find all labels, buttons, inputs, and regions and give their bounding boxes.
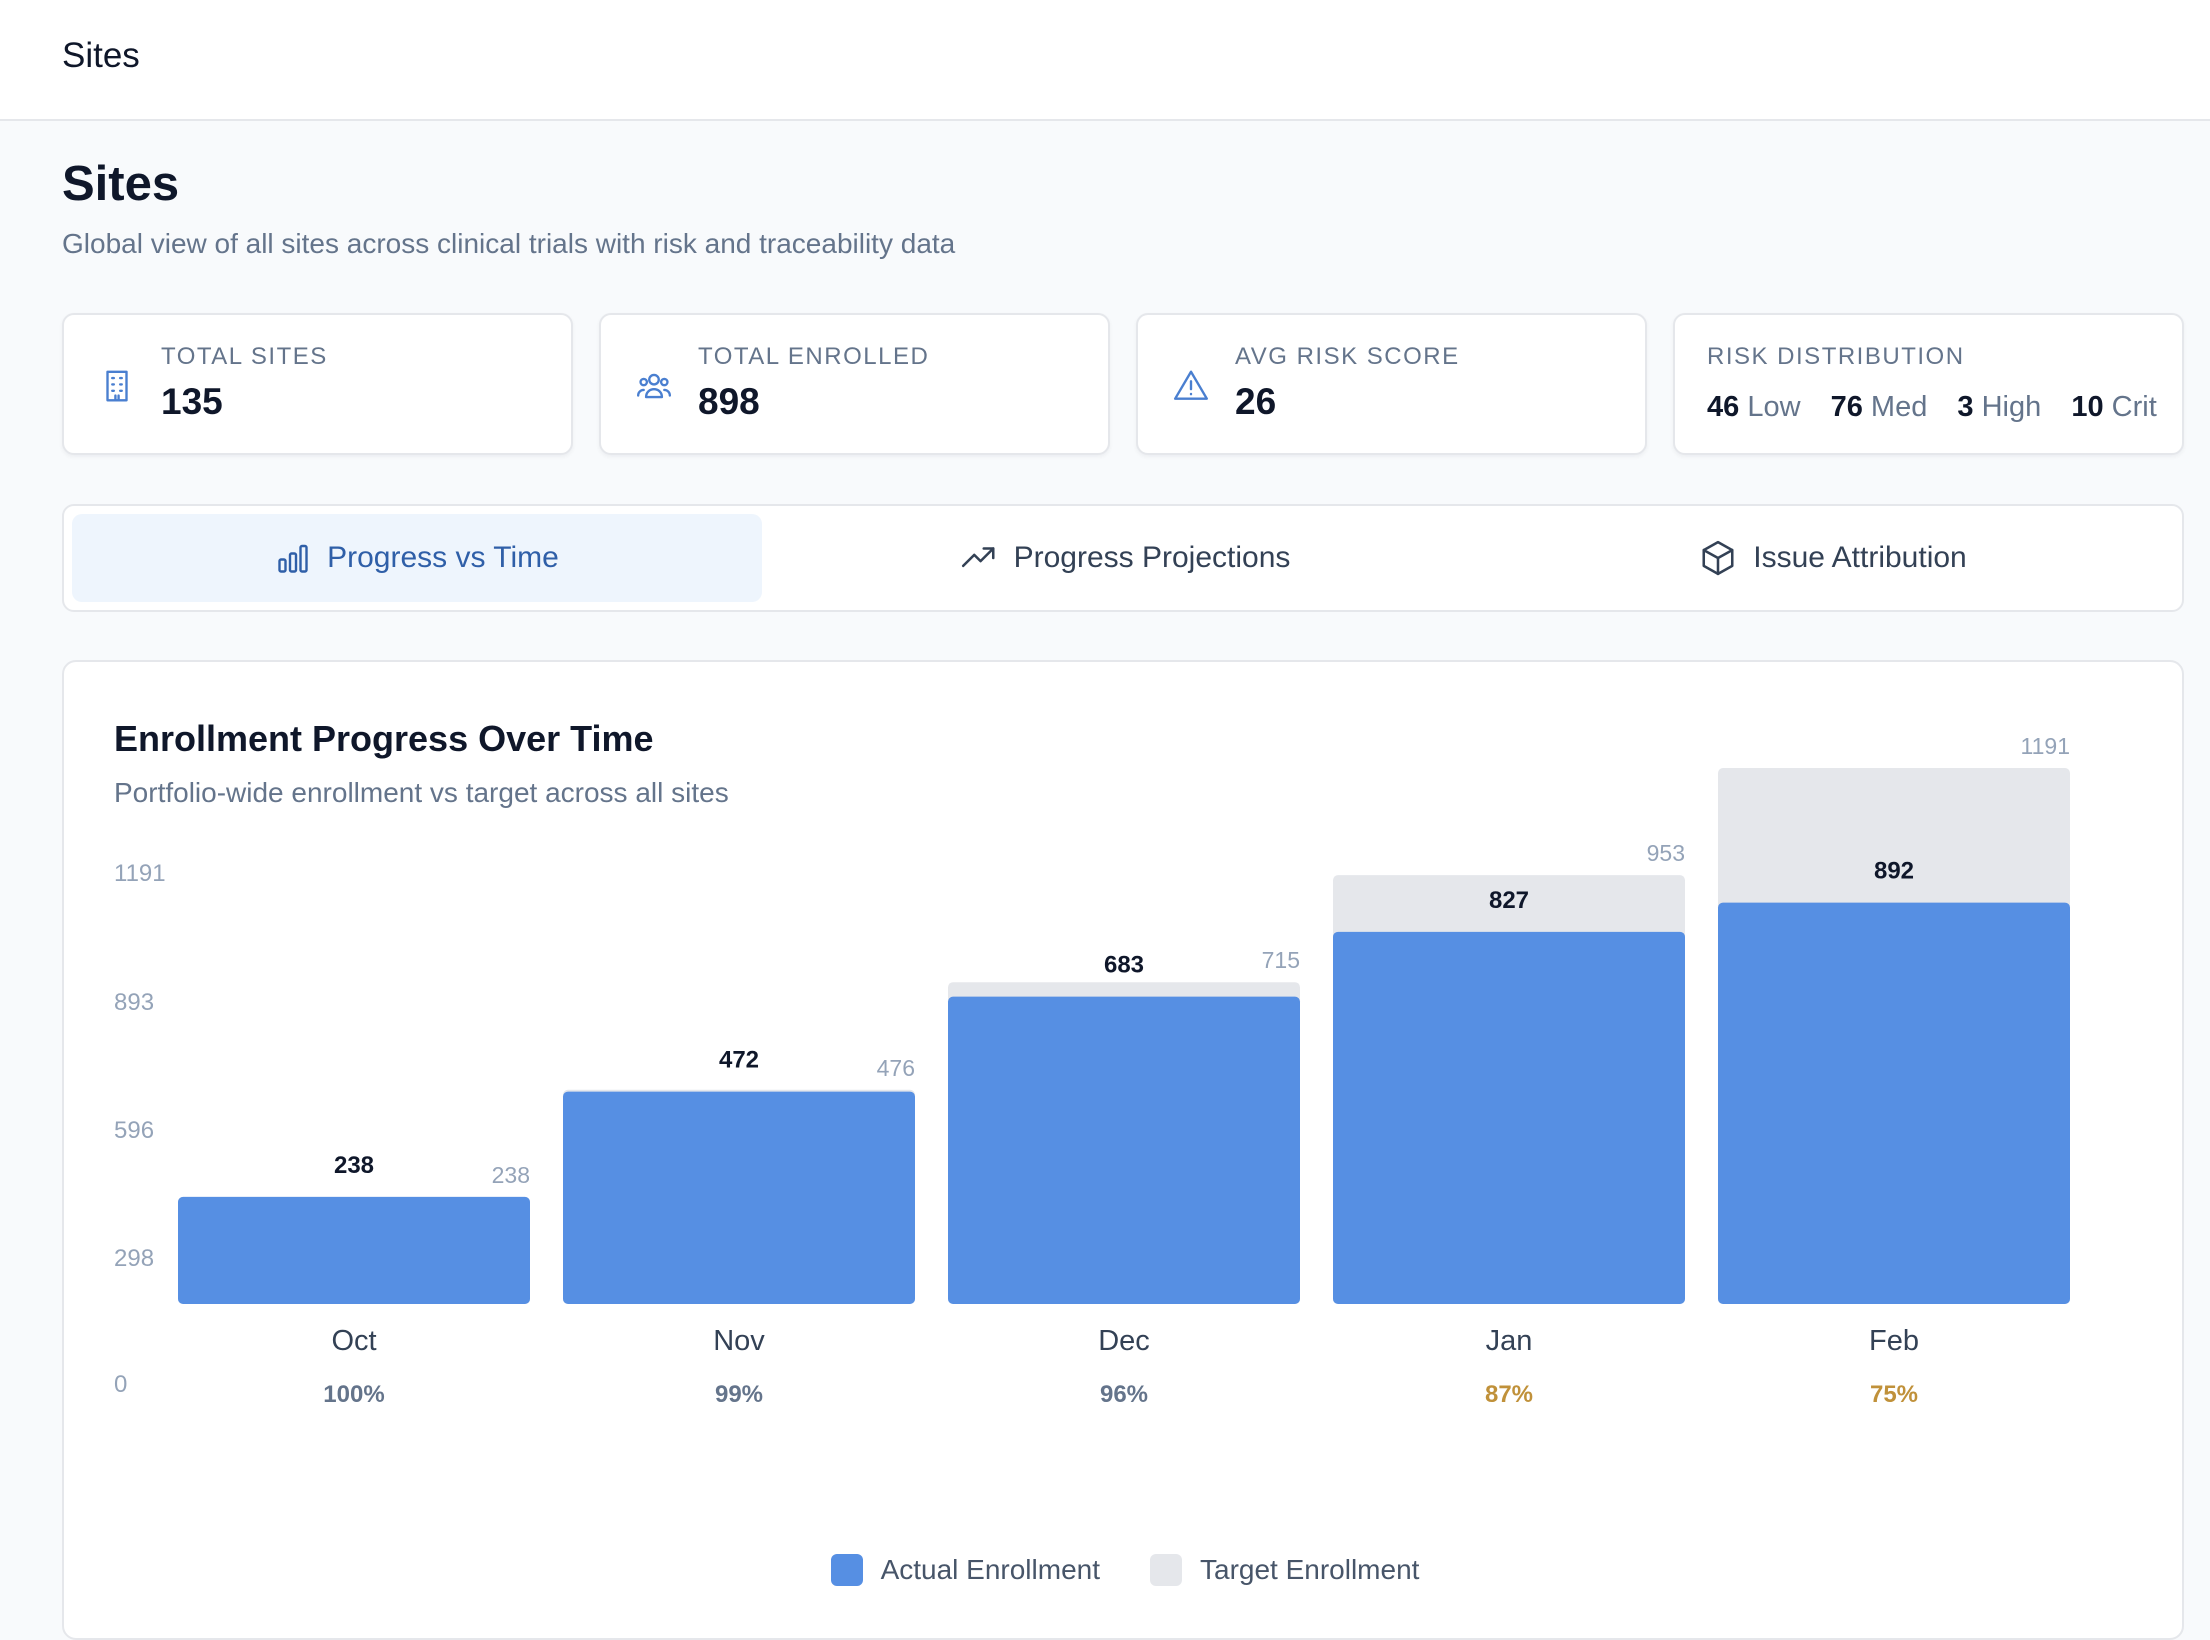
data-label-target: 238 <box>492 1162 530 1188</box>
stat-value: 26 <box>1235 381 1277 422</box>
percent-label: 100% <box>323 1381 384 1408</box>
legend-swatch-actual <box>830 1554 863 1586</box>
tab-progress-projections[interactable]: Progress Projections <box>780 514 1470 602</box>
bar-chart-icon <box>278 544 308 573</box>
users-icon <box>636 373 672 399</box>
risk-med-value: 76 <box>1830 391 1863 423</box>
chart-legend: Actual Enrollment Target Enrollment <box>64 1554 2186 1586</box>
percent-label: 87% <box>1485 1381 1533 1408</box>
page-title: Sites <box>62 157 180 211</box>
chart-title: Enrollment Progress Over Time <box>114 718 654 759</box>
risk-distribution-row: 46 Low 76 Med 3 High 10 Crit <box>1707 391 2179 424</box>
stat-label: TOTAL SITES <box>161 343 328 370</box>
risk-high-value: 3 <box>1957 391 1974 423</box>
bar-actual-jan <box>1333 931 1685 1304</box>
cube-icon <box>1702 540 1734 576</box>
legend-label-target: Target Enrollment <box>1200 1554 1420 1585</box>
topbar-title: Sites <box>62 36 140 75</box>
stat-label: RISK DISTRIBUTION <box>1707 343 1965 370</box>
risk-low: 46 Low <box>1707 391 1801 423</box>
risk-low-label: Low <box>1747 391 1801 423</box>
risk-high: 3 High <box>1957 391 2041 423</box>
x-tick-label: Oct <box>331 1325 376 1357</box>
chart-subtitle: Portfolio-wide enrollment vs target acro… <box>114 777 729 808</box>
x-tick-label: Jan <box>1486 1325 1533 1357</box>
data-label-target: 953 <box>1647 840 1685 866</box>
legend-swatch-target <box>1150 1554 1182 1586</box>
bar-actual-oct <box>178 1196 530 1304</box>
stat-card-total-sites: TOTAL SITES 135 <box>62 313 573 455</box>
data-label-target: 715 <box>1262 947 1300 973</box>
risk-med: 76 Med <box>1831 391 1928 423</box>
percent-label: 75% <box>1870 1381 1918 1408</box>
chart-card: Enrollment Progress Over Time Portfolio-… <box>62 660 2184 1640</box>
stat-card-risk-distribution: RISK DISTRIBUTION 46 Low 76 Med 3 High 1… <box>1673 313 2184 455</box>
risk-high-label: High <box>1981 391 2042 423</box>
legend-item-target: Target Enrollment <box>1150 1554 1419 1586</box>
stat-card-avg-risk: AVG RISK SCORE 26 <box>1136 313 1647 455</box>
stat-label: TOTAL ENROLLED <box>698 343 930 370</box>
view-tabs: Progress vs Time Progress Projections Is… <box>62 504 2184 612</box>
enrollment-chart: 1191 893 596 298 0 238 238 Oct 100% 472 476 Nov 99% 6… <box>114 733 2070 1408</box>
stat-card-total-enrolled: TOTAL ENROLLED 898 <box>599 313 1110 455</box>
warning-icon <box>1173 370 1209 400</box>
tab-label: Progress vs Time <box>327 541 559 574</box>
y-tick-label: 893 <box>114 989 154 1016</box>
data-label-target: 476 <box>877 1055 915 1081</box>
stat-label: AVG RISK SCORE <box>1235 343 1460 370</box>
percent-label: 96% <box>1100 1381 1148 1408</box>
y-tick-label: 298 <box>114 1245 154 1272</box>
top-bar: Sites <box>0 0 2210 121</box>
x-tick-label: Nov <box>713 1325 765 1357</box>
bar-actual-dec <box>948 996 1300 1304</box>
legend-label-actual: Actual Enrollment <box>880 1554 1100 1585</box>
y-tick-label: 0 <box>114 1371 127 1398</box>
risk-crit-label: Crit <box>2111 391 2157 423</box>
data-label-actual: 892 <box>1874 858 1914 885</box>
tab-label: Progress Projections <box>1013 541 1291 574</box>
percent-label: 99% <box>715 1381 763 1408</box>
y-tick-label: 1191 <box>114 860 166 887</box>
bar-actual-feb <box>1718 902 2070 1304</box>
y-tick-label: 596 <box>114 1117 154 1144</box>
risk-crit-value: 10 <box>2071 391 2104 423</box>
risk-low-value: 46 <box>1707 391 1740 423</box>
data-label-actual: 472 <box>719 1047 759 1074</box>
tab-label: Issue Attribution <box>1753 541 1967 574</box>
data-label-actual: 683 <box>1104 952 1144 979</box>
x-tick-label: Feb <box>1869 1325 1919 1357</box>
page-subtitle: Global view of all sites across clinical… <box>62 228 956 259</box>
data-label-actual: 238 <box>334 1152 374 1179</box>
trending-up-icon <box>961 547 995 568</box>
building-icon <box>106 370 128 402</box>
tab-issue-attribution[interactable]: Issue Attribution <box>1488 514 2178 602</box>
risk-med-label: Med <box>1870 391 1928 423</box>
stat-value: 135 <box>161 381 223 422</box>
risk-crit: 10 Crit <box>2071 391 2156 423</box>
bar-actual-nov <box>563 1091 915 1304</box>
data-label-actual: 827 <box>1489 887 1529 914</box>
tab-progress-vs-time[interactable]: Progress vs Time <box>72 514 762 602</box>
data-label-target: 1191 <box>2021 733 2070 759</box>
stat-value: 898 <box>698 381 760 422</box>
legend-item-actual: Actual Enrollment <box>830 1554 1100 1586</box>
x-tick-label: Dec <box>1098 1325 1150 1357</box>
